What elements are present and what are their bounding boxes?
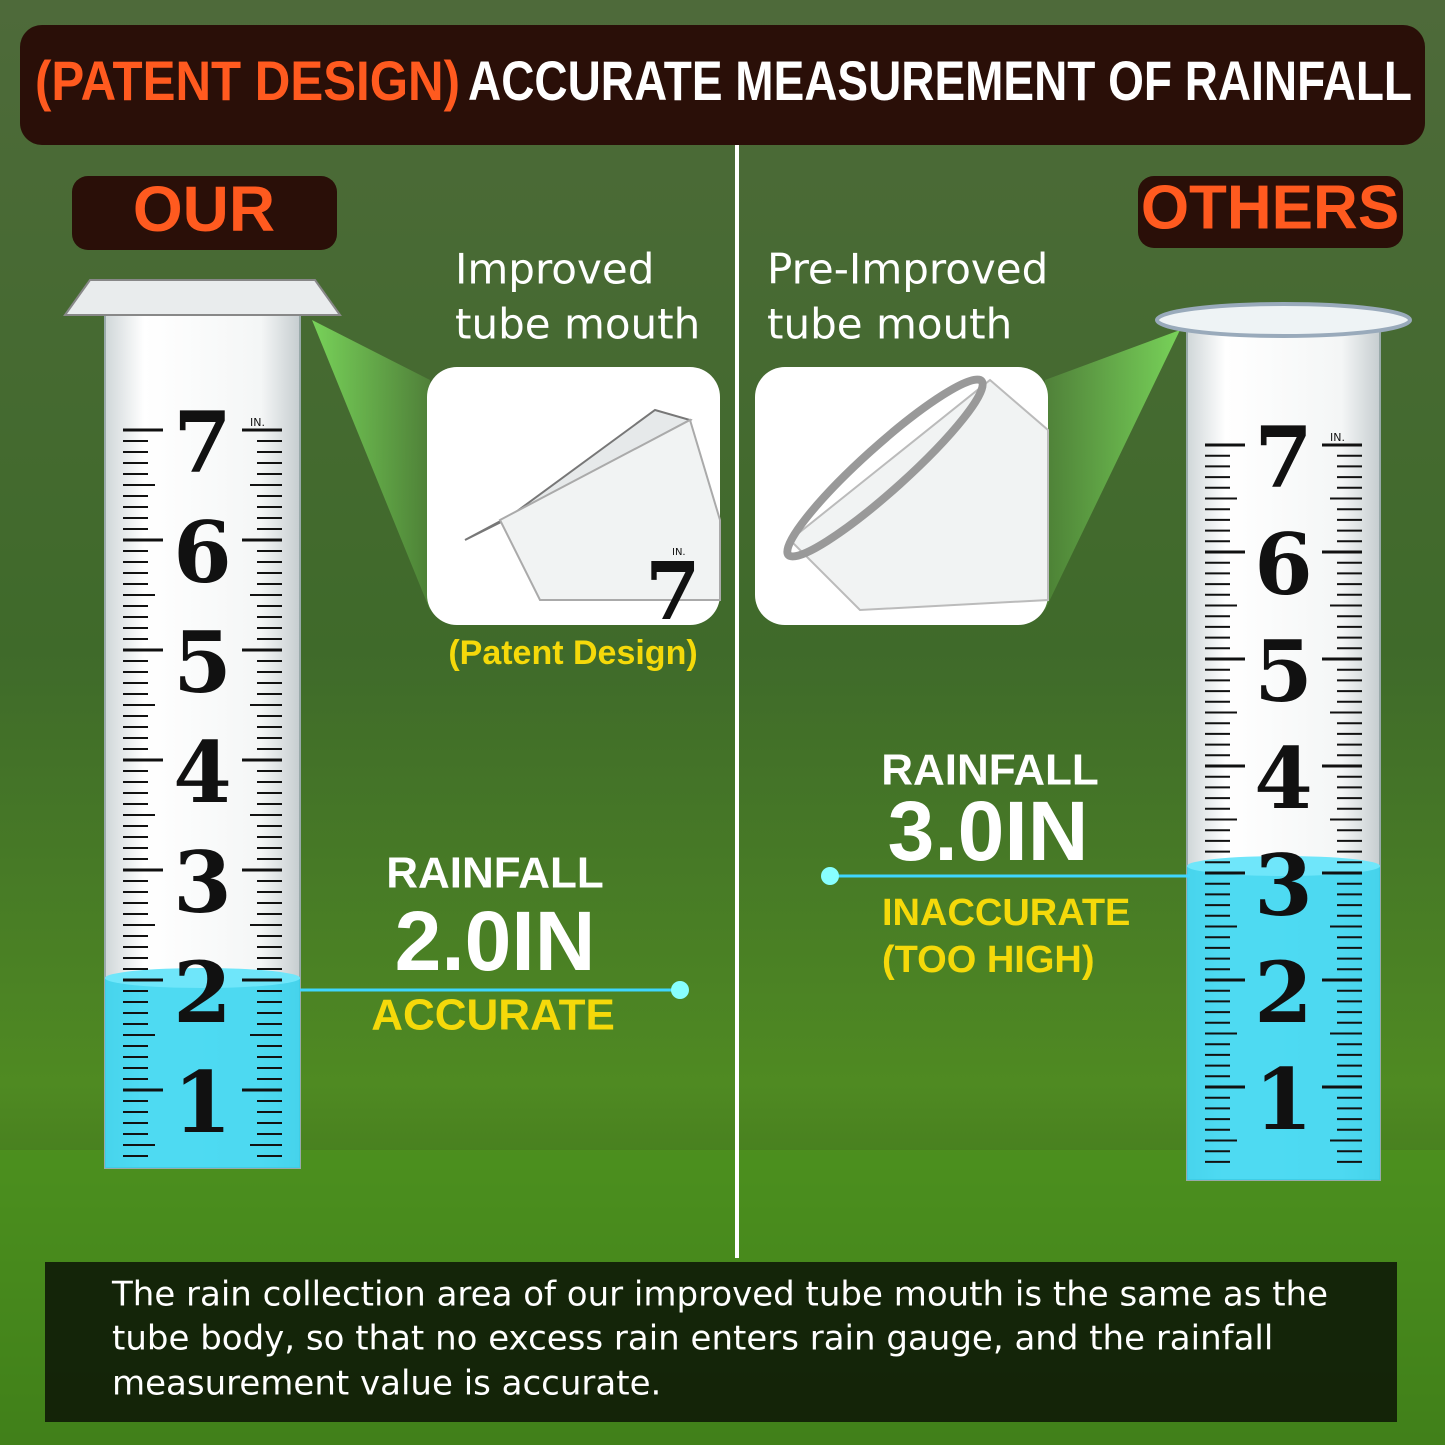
reading-value: 2.0IN [395, 894, 596, 988]
inset-drawing [783, 375, 1049, 612]
water-surface [1187, 856, 1380, 876]
scale-number: 5 [173, 613, 231, 712]
ours-label: OUR [133, 173, 275, 245]
header-highlight: (PATENT DESIGN) [35, 49, 460, 112]
header-bar [20, 25, 1425, 145]
footer-line: measurement value is accurate. [112, 1364, 661, 1404]
scale-number: 2 [1254, 943, 1312, 1042]
footer-line: The rain collection area of our improved… [111, 1275, 1328, 1315]
gauge-water [105, 978, 300, 1168]
scale-number: 3 [1254, 836, 1312, 935]
reading-verdict: ACCURATE [371, 991, 615, 1040]
scale-number: 1 [173, 1053, 231, 1152]
callout-text: tube mouth [455, 300, 700, 349]
reading-title: RAINFALL [881, 746, 1099, 795]
scale-number: 7 [1254, 408, 1312, 507]
reading-value: 3.0IN [888, 784, 1089, 878]
scale-number: 7 [173, 393, 231, 492]
callout-cone [312, 320, 430, 610]
scale-unit: IN. [1330, 431, 1345, 444]
scale-number: 5 [1254, 622, 1312, 721]
reading-title: RAINFALL [386, 849, 604, 898]
inset-unit: IN. [672, 547, 686, 558]
callout-text: Improved [455, 245, 654, 294]
callout-cone [1045, 330, 1180, 610]
callout-text: tube mouth [767, 300, 1012, 349]
scale-number: 6 [173, 503, 231, 602]
footer-line: tube body, so that no excess rain enters… [112, 1319, 1273, 1359]
water-surface [105, 968, 300, 988]
level-dot [671, 981, 689, 999]
scale-number: 3 [173, 833, 231, 932]
others-label: OTHERS [1141, 173, 1399, 242]
scale-number: 2 [173, 943, 231, 1042]
level-dot [821, 867, 839, 885]
label-box [1138, 176, 1403, 248]
footer-box [45, 1262, 1397, 1422]
gauge-flange [63, 279, 342, 316]
reading-verdict: (TOO HIGH) [882, 939, 1095, 981]
label-box [72, 176, 337, 250]
reading-verdict: INACCURATE [882, 892, 1130, 934]
scale-number: 4 [173, 723, 231, 822]
scale-number: 6 [1254, 515, 1312, 614]
scale-unit: IN. [250, 416, 265, 429]
header-title: ACCURATE MEASUREMENT OF RAINFALL [468, 49, 1412, 112]
scale-number: 1 [1254, 1050, 1312, 1149]
inset-drawing: 7 IN. [464, 408, 721, 638]
scale-number: 4 [1254, 729, 1312, 828]
patent-note: (Patent Design) [448, 634, 697, 672]
gauge-rim [1155, 302, 1412, 338]
callout-text: Pre-Improved [767, 245, 1048, 294]
inset-number: 7 [645, 544, 701, 638]
